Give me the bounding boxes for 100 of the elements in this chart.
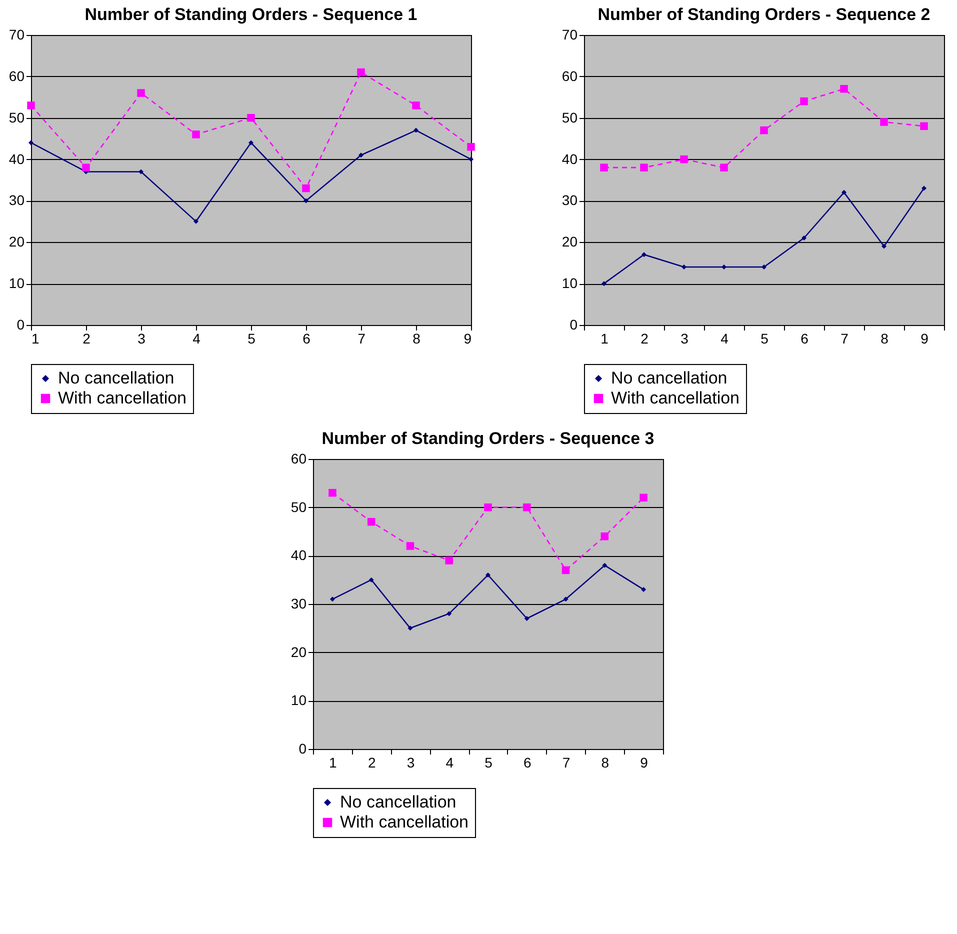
y-tick-label: 60 xyxy=(562,68,578,84)
point xyxy=(880,118,888,126)
legend-label: With cancellation xyxy=(58,388,187,408)
point xyxy=(137,89,145,97)
x-tick-label: 4 xyxy=(192,330,201,346)
point xyxy=(357,68,365,76)
point xyxy=(600,164,608,172)
y-tick-label: 70 xyxy=(8,26,25,42)
point xyxy=(247,114,255,122)
y-tick-label: 40 xyxy=(8,150,25,167)
point xyxy=(800,97,808,106)
x-tick-label: 4 xyxy=(720,330,729,346)
x-tick-label: 6 xyxy=(522,754,531,770)
legend-label: No cancellation xyxy=(340,792,456,812)
point xyxy=(467,142,475,151)
point xyxy=(366,518,375,526)
point xyxy=(27,102,35,110)
point xyxy=(82,164,90,172)
x-tick-label: 9 xyxy=(920,330,929,346)
y-tick-label: 50 xyxy=(562,109,578,126)
point xyxy=(920,122,928,130)
chart-title: Number of Standing Orders - Sequence 2 xyxy=(598,5,930,24)
point xyxy=(600,532,608,540)
point xyxy=(639,494,647,502)
point xyxy=(302,184,310,192)
y-tick-label: 0 xyxy=(16,316,25,332)
point xyxy=(642,252,646,258)
point xyxy=(522,503,530,512)
legend-label: With cancellation xyxy=(611,388,740,408)
y-tick-label: 30 xyxy=(562,192,578,208)
point xyxy=(840,84,848,93)
y-tick-label: 50 xyxy=(290,498,306,515)
x-tick-label: 8 xyxy=(880,330,889,346)
x-tick-label: 3 xyxy=(680,330,689,346)
x-tick-label: 1 xyxy=(32,330,40,346)
point xyxy=(760,126,768,134)
point xyxy=(406,542,414,550)
point xyxy=(248,140,254,146)
x-tick-label: 9 xyxy=(640,754,648,770)
x-tick-label: 6 xyxy=(302,330,311,346)
point xyxy=(485,572,490,578)
point xyxy=(680,155,688,164)
point xyxy=(444,556,452,564)
point xyxy=(304,198,308,204)
point xyxy=(762,264,766,270)
point xyxy=(720,164,728,172)
point xyxy=(138,169,144,174)
y-tick-label: 10 xyxy=(562,275,578,292)
y-tick-label: 60 xyxy=(290,450,306,466)
y-tick-label: 50 xyxy=(8,109,25,126)
x-tick-label: 5 xyxy=(248,330,256,346)
x-tick-label: 7 xyxy=(562,754,570,770)
x-tick-label: 3 xyxy=(138,330,146,346)
x-tick-label: 2 xyxy=(82,330,91,346)
point xyxy=(368,577,374,582)
x-tick-label: 5 xyxy=(484,754,492,770)
x-tick-label: 9 xyxy=(464,330,472,346)
point xyxy=(484,503,492,512)
point xyxy=(802,236,806,240)
y-tick-label: 40 xyxy=(290,547,306,564)
point xyxy=(922,186,926,191)
point xyxy=(194,218,198,224)
y-tick-label: 60 xyxy=(8,68,25,84)
point xyxy=(192,130,200,138)
x-tick-label: 1 xyxy=(328,754,337,770)
y-tick-label: 10 xyxy=(290,692,306,708)
y-tick-label: 40 xyxy=(562,150,578,167)
point xyxy=(28,140,34,146)
y-tick-label: 0 xyxy=(298,740,306,756)
y-tick-label: 20 xyxy=(562,234,578,250)
point xyxy=(412,102,420,110)
chart-title: Number of Standing Orders - Sequence 1 xyxy=(84,5,418,24)
x-tick-label: 6 xyxy=(800,330,809,346)
point xyxy=(722,264,726,270)
chart-title: Number of Standing Orders - Sequence 3 xyxy=(321,429,654,448)
x-tick-label: 3 xyxy=(406,754,414,770)
legend-label: With cancellation xyxy=(340,812,468,832)
point xyxy=(682,264,686,270)
point xyxy=(414,128,418,133)
point xyxy=(468,156,474,162)
x-tick-label: 8 xyxy=(412,330,421,346)
y-tick-label: 30 xyxy=(8,192,25,208)
y-tick-label: 20 xyxy=(8,234,25,250)
y-tick-label: 30 xyxy=(290,596,306,612)
x-tick-label: 8 xyxy=(600,754,609,770)
x-tick-label: 7 xyxy=(358,330,366,346)
point xyxy=(602,562,607,568)
x-tick-label: 1 xyxy=(600,330,609,346)
point xyxy=(640,164,648,172)
y-tick-label: 70 xyxy=(562,26,578,42)
point xyxy=(842,190,846,195)
y-tick-label: 20 xyxy=(290,644,306,660)
point xyxy=(407,626,412,631)
legend-label: No cancellation xyxy=(58,368,174,388)
x-tick-label: 4 xyxy=(445,754,454,770)
point xyxy=(524,616,529,621)
point xyxy=(640,587,646,592)
x-tick-label: 7 xyxy=(840,330,849,346)
x-tick-label: 2 xyxy=(367,754,376,770)
legend-label: No cancellation xyxy=(611,368,728,388)
